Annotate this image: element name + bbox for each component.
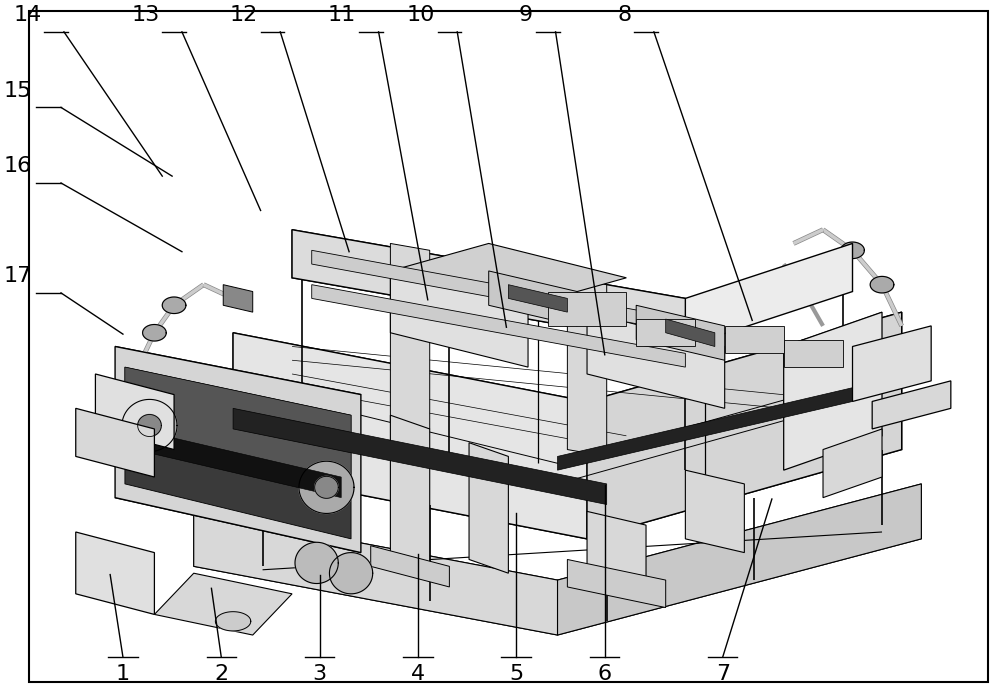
Polygon shape [390, 244, 430, 429]
Bar [636, 319, 695, 346]
Polygon shape [567, 560, 666, 608]
Text: 6: 6 [598, 664, 612, 684]
Text: 4: 4 [411, 664, 425, 684]
Polygon shape [685, 470, 744, 553]
Polygon shape [390, 244, 626, 305]
Polygon shape [95, 374, 174, 450]
Bar [725, 326, 784, 353]
Text: 5: 5 [509, 664, 523, 684]
Text: 2: 2 [214, 664, 228, 684]
Text: 3: 3 [313, 664, 327, 684]
Polygon shape [233, 312, 902, 539]
Polygon shape [870, 277, 894, 293]
Polygon shape [872, 381, 951, 429]
Polygon shape [508, 285, 567, 312]
Polygon shape [215, 611, 251, 631]
Text: 9: 9 [519, 5, 533, 25]
Polygon shape [371, 546, 449, 587]
Polygon shape [233, 408, 607, 504]
Polygon shape [312, 250, 685, 333]
Polygon shape [154, 573, 292, 635]
Bar [548, 292, 626, 326]
Polygon shape [233, 333, 587, 539]
Polygon shape [312, 285, 685, 367]
Text: 16: 16 [3, 156, 31, 176]
Polygon shape [587, 312, 902, 539]
Polygon shape [329, 553, 373, 594]
Text: 1: 1 [116, 664, 130, 684]
Polygon shape [292, 230, 853, 346]
Polygon shape [194, 511, 558, 635]
Polygon shape [223, 285, 253, 312]
Polygon shape [76, 408, 154, 477]
Text: 11: 11 [328, 5, 356, 25]
Polygon shape [853, 326, 931, 402]
Text: 10: 10 [406, 5, 435, 25]
Polygon shape [138, 415, 161, 437]
Polygon shape [784, 312, 882, 470]
Polygon shape [162, 297, 186, 313]
Polygon shape [390, 271, 528, 367]
Polygon shape [823, 429, 882, 497]
Text: 17: 17 [3, 266, 31, 286]
Text: 7: 7 [716, 664, 730, 684]
Text: 15: 15 [3, 81, 31, 101]
Polygon shape [292, 230, 685, 346]
Polygon shape [567, 278, 607, 456]
Polygon shape [125, 367, 351, 484]
Polygon shape [115, 346, 361, 553]
Polygon shape [558, 388, 853, 470]
Polygon shape [76, 532, 154, 614]
Polygon shape [666, 319, 715, 346]
Text: 12: 12 [229, 5, 258, 25]
Polygon shape [390, 415, 430, 566]
Polygon shape [135, 429, 341, 497]
Polygon shape [841, 242, 864, 259]
Polygon shape [315, 476, 338, 498]
Polygon shape [122, 400, 177, 452]
Polygon shape [469, 443, 508, 573]
Polygon shape [143, 324, 166, 341]
Text: 13: 13 [131, 5, 159, 25]
Text: 8: 8 [617, 5, 631, 25]
Polygon shape [489, 271, 577, 326]
Polygon shape [587, 312, 725, 408]
Polygon shape [636, 305, 725, 360]
Bar [784, 339, 843, 367]
Polygon shape [558, 484, 921, 635]
Polygon shape [295, 542, 338, 584]
Polygon shape [125, 367, 351, 539]
Polygon shape [587, 511, 646, 580]
Polygon shape [299, 461, 354, 513]
Text: 14: 14 [13, 5, 41, 25]
Polygon shape [194, 484, 921, 635]
